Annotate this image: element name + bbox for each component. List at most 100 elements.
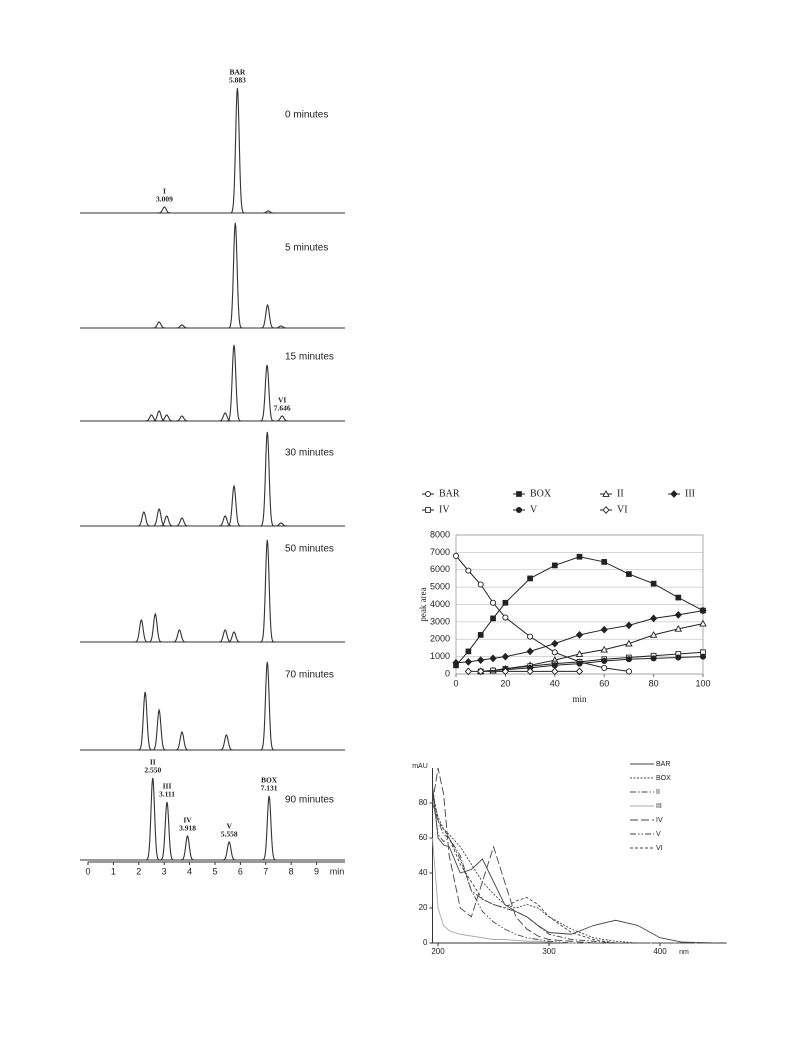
peak [259,210,278,214]
y-tick-label: 2000 [430,634,450,644]
peak [134,511,154,527]
x-tick-label: 2 [136,866,141,876]
series-line [432,785,716,944]
peak-time: 7.646 [274,404,291,413]
series-line [432,767,716,944]
legend-label: BOX [656,775,671,782]
y-tick-label: 0 [423,938,428,947]
peak [216,629,235,643]
peak [146,612,165,643]
marker [650,655,657,662]
trace-label: 15 minutes [285,352,334,363]
x-tick-label: 40 [550,678,560,688]
peak [149,708,169,751]
marker [501,652,510,661]
marker [649,614,658,623]
peak [172,415,192,422]
legend-marker [602,490,610,497]
y-tick-label: 3000 [430,616,450,626]
marker [699,606,707,615]
marker [575,631,584,639]
peak-name: II [150,758,156,767]
x-tick-label: 100 [695,678,710,688]
marker [675,654,682,661]
peak [157,414,176,422]
y-tick-label: 40 [419,868,428,877]
x-tick-label: 5 [212,866,217,876]
x-tick-label: 1 [111,866,116,876]
series-line [480,623,704,672]
series-line [455,556,704,666]
marker [626,571,632,577]
x-tick-label: 80 [649,678,659,688]
marker [477,667,485,676]
marker [502,614,509,621]
peak [132,618,151,643]
trace-label: 50 minutes [285,544,334,555]
legend-marker [515,506,523,514]
trace-label: 5 minutes [285,243,328,254]
legend-marker [516,491,522,497]
peak [224,484,244,527]
y-tick-label: 6000 [430,564,450,574]
legend-marker [424,490,432,498]
trace-label: 0 minutes [285,110,328,121]
x-tick-label: 60 [599,678,609,688]
legend-marker [425,507,431,513]
marker [527,575,533,582]
peak [258,661,277,751]
marker [625,621,633,630]
x-tick-label: 0 [453,678,458,688]
peak-name: BAR [229,68,245,77]
y-axis-label: peak area [418,587,428,621]
y-tick-label: 0 [445,668,450,678]
marker [699,653,707,660]
x-tick-label: 0 [85,866,90,876]
marker [551,667,559,676]
legend-label: V [530,504,538,515]
marker [527,633,534,640]
peak [142,414,161,422]
marker [601,657,608,665]
marker [489,654,497,663]
peak-time: 3.918 [179,824,196,833]
marker [551,562,558,569]
marker [477,581,484,588]
peak [271,325,291,329]
y-axis-label: mAU [412,763,428,770]
legend-marker [670,490,678,498]
marker [625,668,632,675]
legend-label: III [685,488,695,499]
marker [464,657,472,666]
marker [551,649,558,656]
peak [178,834,197,861]
peak [271,522,291,527]
x-tick-label: 3 [162,866,167,876]
marker [575,650,584,657]
marker [674,611,682,619]
peak [226,222,245,329]
marker [650,580,657,587]
marker [625,656,632,663]
legend-label: BAR [439,488,460,499]
marker [551,639,559,648]
peak-time: 7.131 [261,784,278,793]
peak [170,629,189,643]
y-tick-label: 5000 [430,582,450,592]
peak-name: I [163,187,166,196]
y-tick-label: 80 [419,798,428,807]
x-axis-label: min [572,694,587,704]
x-tick-label: 9 [314,866,319,876]
trace-label: 30 minutes [285,448,334,459]
marker [600,645,608,653]
x-tick-label: 8 [289,866,294,876]
marker [601,559,608,565]
y-tick-label: 8000 [430,529,450,539]
legend-label: IV [439,504,450,515]
legend-label: V [656,831,661,838]
peak [157,801,177,861]
peak-name: IV [183,816,192,825]
marker [452,552,460,559]
y-tick-label: 20 [419,903,428,912]
